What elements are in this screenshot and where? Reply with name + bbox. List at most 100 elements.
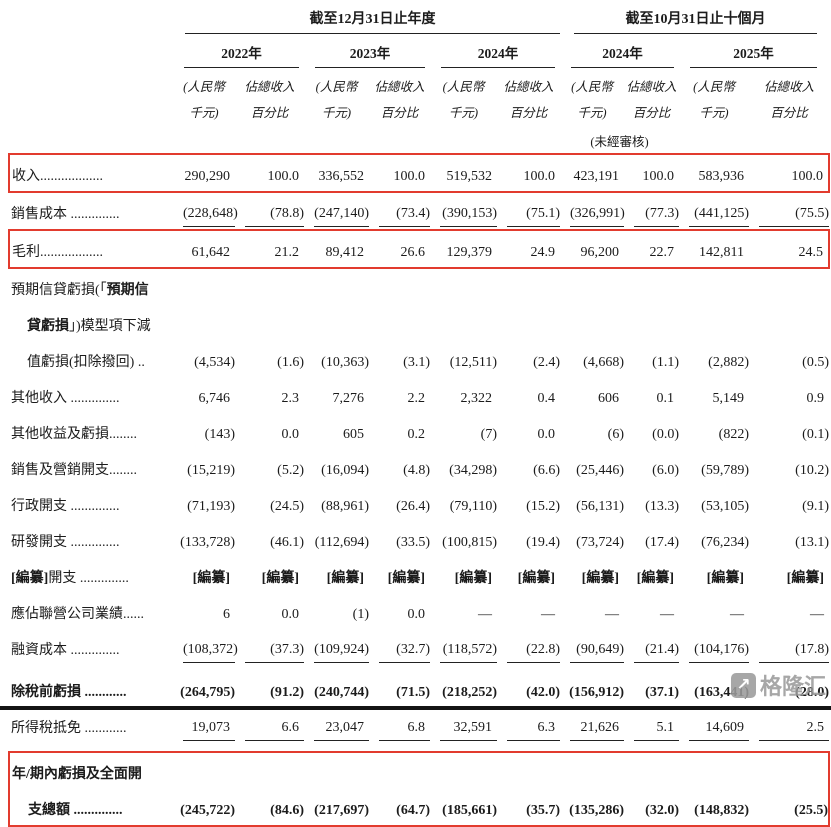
value-cell: 0.1: [656, 391, 675, 406]
value-cell: (218,252): [442, 685, 497, 700]
row-rd-expenses: 研發開支 .............. (133,728) (46.1) (112,6…: [9, 521, 829, 557]
value-cell: 61,642: [173, 229, 235, 269]
value-cell: (35.7): [497, 789, 560, 827]
row-total-loss-and-comprehensive-expense-line1: 年/期內虧損及全面開: [8, 751, 830, 789]
row-label: 支總額 ..............: [8, 789, 173, 827]
value-cell: (37.1): [645, 685, 679, 700]
value-cell: (13.3): [645, 499, 679, 514]
value-cell: (0.0): [652, 427, 679, 442]
subheader-pct-2024: 佔總收入 百分比: [503, 79, 554, 120]
value-cell: 24.5: [749, 229, 830, 269]
value-cell: (76,234): [701, 535, 749, 550]
value-cell: (0.1): [802, 427, 829, 442]
value-cell: 2.3: [281, 391, 300, 406]
value-cell: (34,298): [449, 463, 497, 478]
subheader-pct-2024-10m: 佔總收入 百分比: [626, 79, 677, 120]
value-cell: —: [810, 607, 824, 622]
value-cell: (185,661): [430, 789, 497, 827]
row-spacer: [9, 743, 829, 752]
value-cell: (217,697): [304, 789, 369, 827]
value-cell: (13.1): [795, 535, 829, 550]
row-label: 銷售及營銷開支........: [11, 463, 137, 478]
row-selling-marketing-expenses: 銷售及營銷開支........ (15,219) (5.2) (16,094) (4.8…: [9, 449, 829, 485]
row-admin-expenses: 行政開支 .............. (71,193) (24.5) (88,961…: [9, 485, 829, 521]
value-cell: (4,534): [194, 355, 235, 370]
row-label: 其他收入 ..............: [11, 391, 120, 406]
value-cell: (25.5): [749, 789, 830, 827]
value-cell: 0.0: [537, 427, 556, 442]
value-cell: (0.5): [802, 355, 829, 370]
value-cell: (21.4): [624, 629, 679, 665]
value-cell: (22.8): [497, 629, 560, 665]
value-cell: 96,200: [560, 229, 624, 269]
value-cell: (1.6): [277, 355, 304, 370]
value-cell: 6: [223, 607, 230, 622]
value-cell: (10,363): [321, 355, 369, 370]
value-cell: (75.5): [749, 192, 829, 230]
value-cell: (5.2): [277, 463, 304, 478]
value-cell: 0.0: [407, 607, 426, 622]
value-cell: (133,728): [180, 535, 235, 550]
subheader-pct-2022: 佔總收入 百分比: [244, 79, 295, 120]
value-cell: (3.1): [403, 355, 430, 370]
value-cell: 0.0: [281, 427, 300, 442]
value-cell: (245,722): [173, 789, 235, 827]
row-finance-costs: 融資成本 .............. (108,372) (37.3) (109,9…: [9, 629, 829, 665]
value-cell: (25,446): [576, 463, 624, 478]
row-label: 其他收益及虧損........: [11, 427, 137, 442]
value-cell: (9.1): [802, 499, 829, 514]
value-cell: (104,176): [679, 629, 749, 665]
header-period-groups-row: 截至12月31日止年度 截至10月31日止十個月: [9, 4, 829, 34]
value-cell: (4,668): [583, 355, 624, 370]
value-cell: (59,789): [701, 463, 749, 478]
value-cell: 606: [598, 391, 619, 406]
value-cell: (17.8): [749, 629, 829, 665]
value-cell: (6.6): [533, 463, 560, 478]
value-cell: 26.6: [369, 229, 430, 269]
value-cell: —: [478, 607, 492, 622]
value-cell: (37.3): [235, 629, 304, 665]
row-other-income: 其他收入 .............. 6,746 2.3 7,276 2.2 2,322…: [9, 377, 829, 413]
subheader-money-2023: (人民幣 千元): [315, 79, 358, 120]
value-cell: 6.6: [235, 707, 304, 743]
subheader-money-2024-10m: (人民幣 千元): [571, 79, 613, 120]
row-label: 貸虧損」)模型項下減: [27, 319, 151, 334]
value-cell: (90,649): [560, 629, 624, 665]
value-cell: (17.4): [645, 535, 679, 550]
row-redacted-expenses: [編纂]開支 .............. [編纂] [編纂] [編纂] [編纂] [編纂…: [9, 557, 829, 593]
subheader-pct-2023: 佔總收入 百分比: [374, 79, 425, 120]
value-cell: (10.2): [795, 463, 829, 478]
value-cell: 14,609: [679, 707, 749, 743]
value-cell: (6.0): [652, 463, 679, 478]
value-cell: [編纂]: [454, 571, 492, 586]
gelonghui-logo-icon: ↗: [730, 672, 756, 698]
value-cell: 583,936: [679, 153, 749, 193]
value-cell: (7): [480, 427, 497, 442]
value-cell: (240,744): [314, 685, 369, 700]
value-cell: 2.2: [407, 391, 426, 406]
value-cell: 0.0: [281, 607, 300, 622]
value-cell: [編纂]: [326, 571, 364, 586]
value-cell: (28.0): [795, 685, 829, 700]
value-cell: 519,532: [430, 153, 497, 193]
value-cell: (88,961): [321, 499, 369, 514]
value-cell: 32,591: [430, 707, 497, 743]
value-cell: (148,832): [679, 789, 749, 827]
value-cell: 6,746: [198, 391, 231, 406]
subheader-money-2024: (人民幣 千元): [442, 79, 485, 120]
row-label: 行政開支 ..............: [11, 499, 120, 514]
value-cell: 100.0: [624, 153, 679, 193]
value-cell: 6.8: [369, 707, 430, 743]
row-label: 所得稅抵免 ............: [11, 721, 127, 736]
value-cell: (247,140): [304, 192, 369, 230]
header-unaudited-row: (未經審核): [9, 126, 829, 154]
value-cell: —: [541, 607, 555, 622]
row-label: 銷售成本 ..............: [11, 207, 120, 222]
value-cell: (46.1): [270, 535, 304, 550]
value-cell: (228,648): [173, 192, 238, 230]
value-cell: [編纂]: [192, 571, 230, 586]
value-cell: 423,191: [560, 153, 624, 193]
value-cell: (77.3): [624, 192, 679, 230]
value-cell: (390,153): [430, 192, 497, 230]
bottom-edge-bar: [0, 706, 831, 710]
